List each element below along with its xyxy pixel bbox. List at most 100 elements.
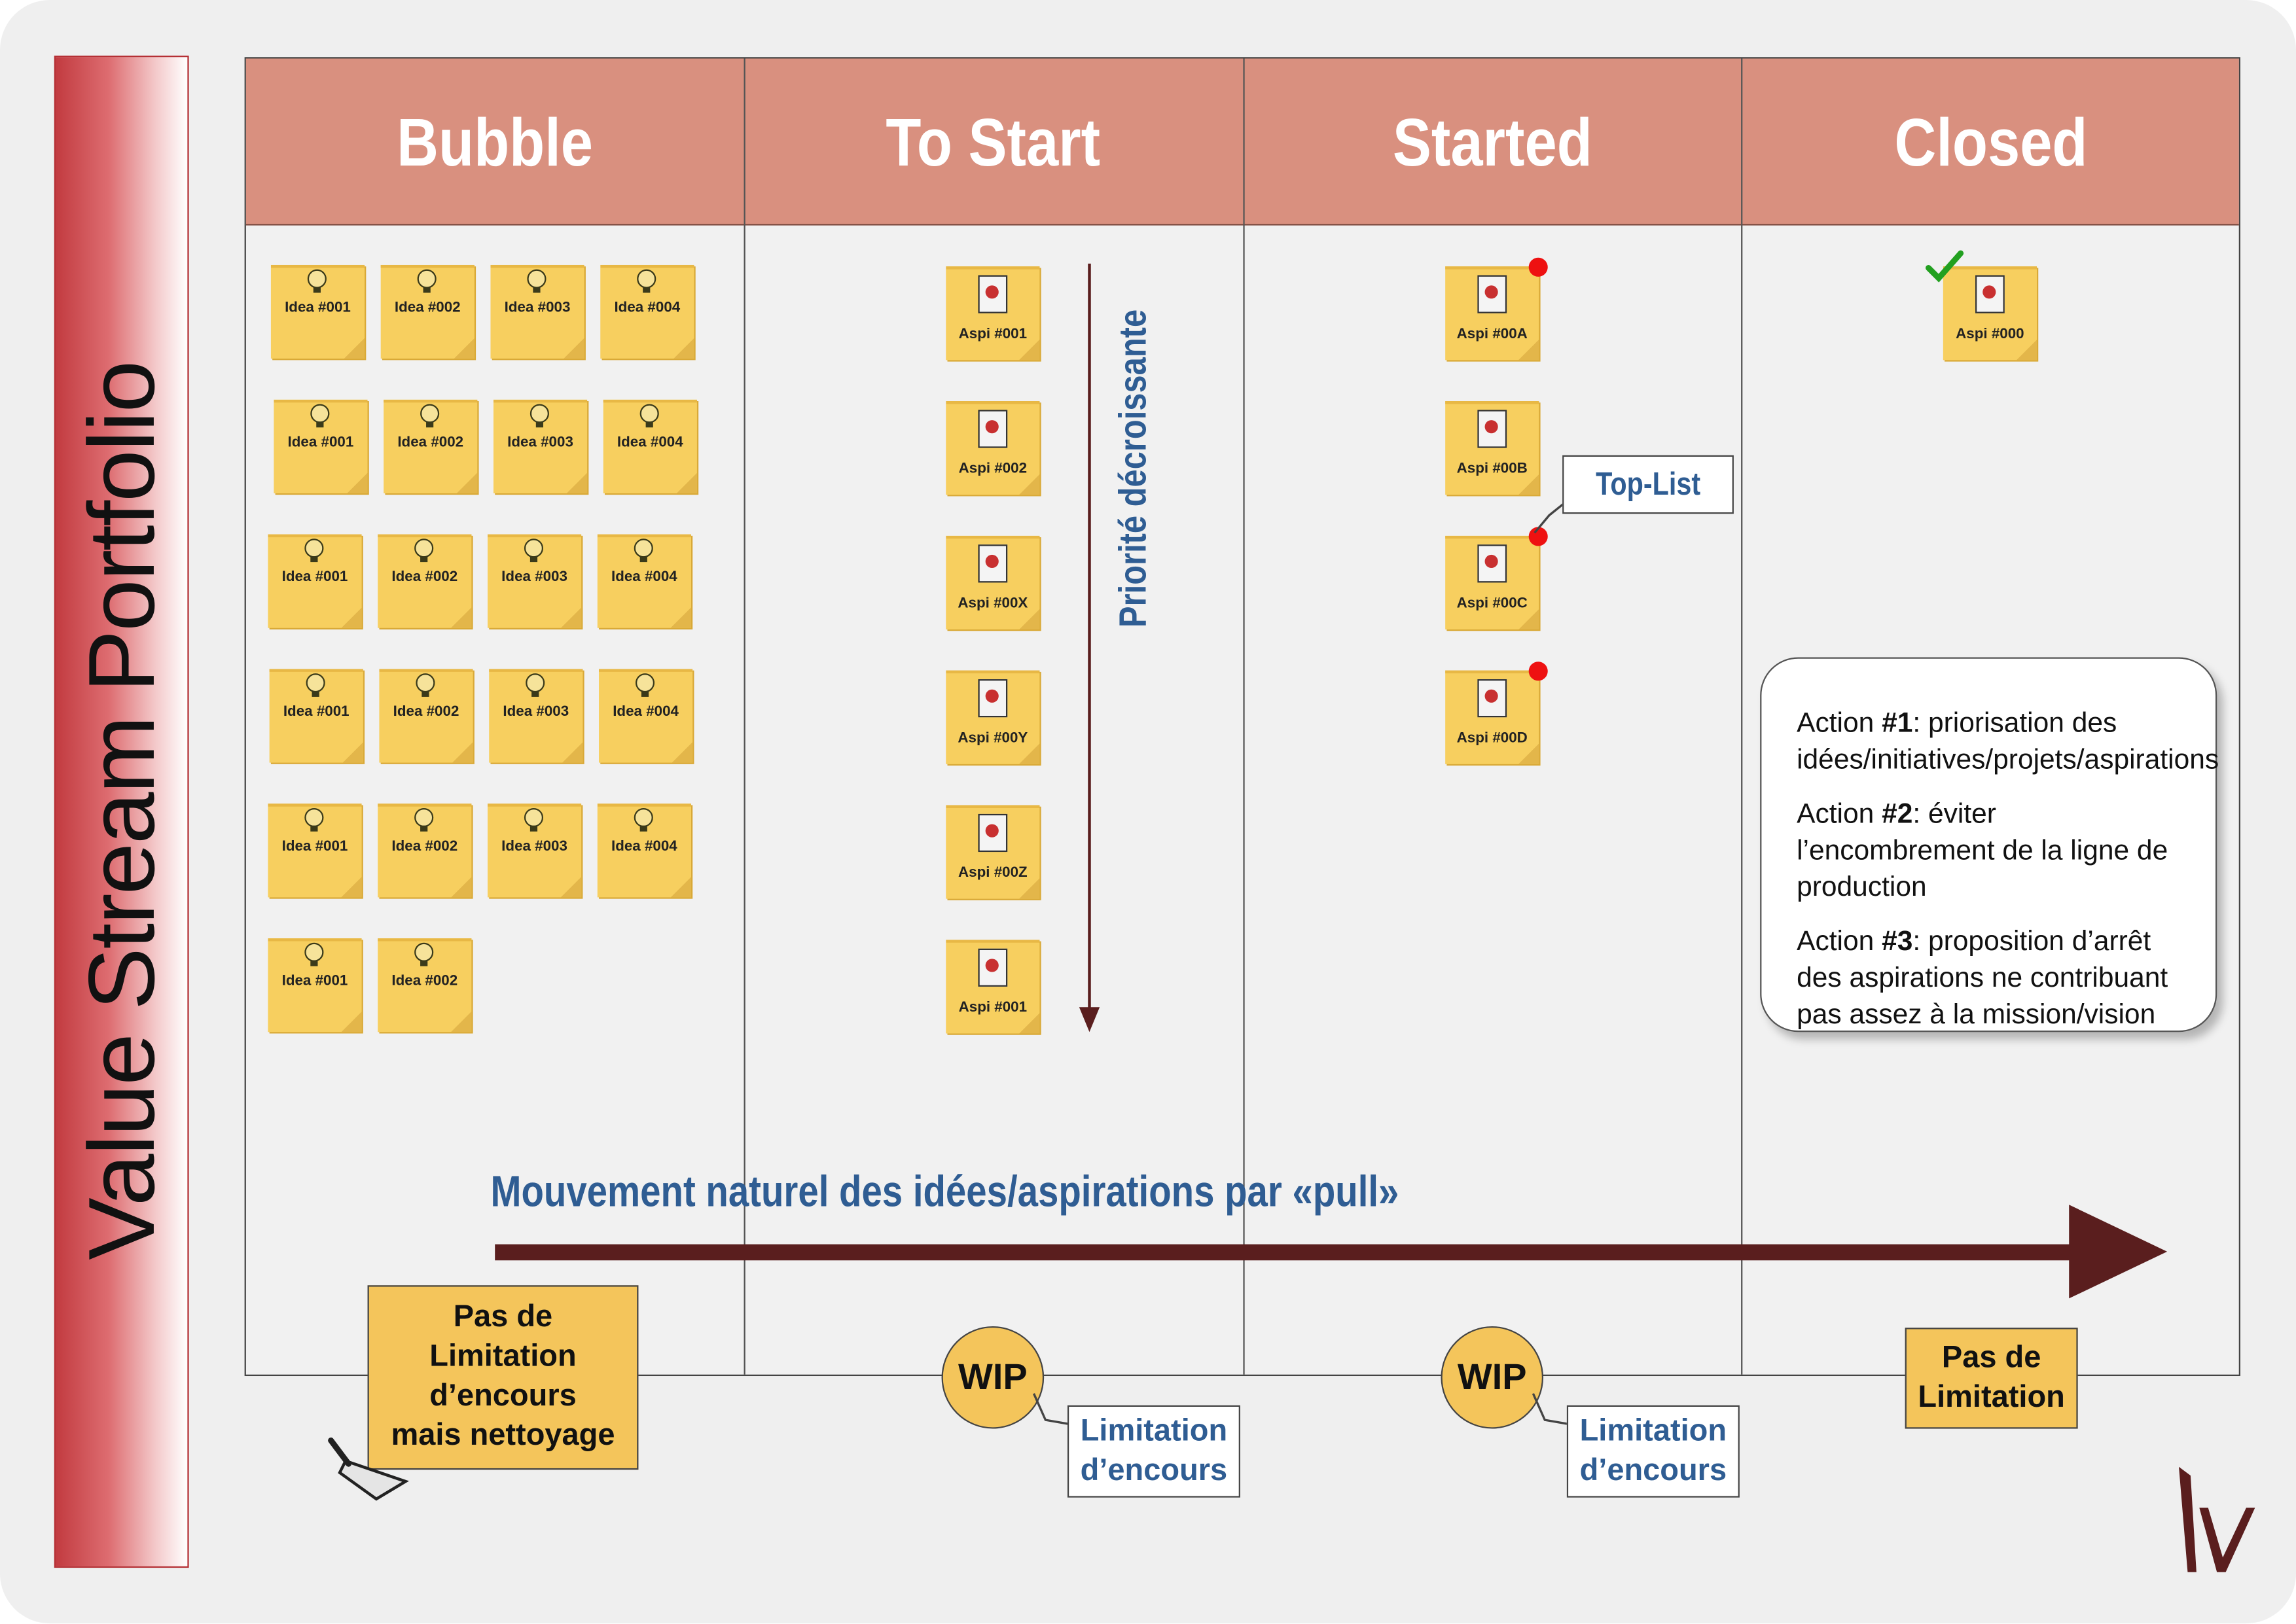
column-header-bubble: Bubble	[246, 58, 744, 224]
idea-note[interactable]: Idea #001	[268, 938, 362, 1033]
aspiration-note[interactable]: Aspi #00C	[1445, 535, 1539, 630]
note-label: Aspi #000	[1956, 326, 2024, 343]
column-divider	[1243, 58, 1245, 1375]
note-label: Aspi #00B	[1456, 461, 1528, 478]
note-label: Aspi #00D	[1456, 730, 1528, 747]
lightbulb-icon	[306, 673, 325, 697]
action-number: #2	[1882, 799, 1913, 830]
closed-limit-box: Pas de Limitation	[1905, 1328, 2078, 1429]
idea-note[interactable]: Idea #001	[268, 534, 362, 628]
toplist-pointer	[1534, 503, 1565, 534]
note-label: Idea #001	[287, 434, 354, 451]
lightbulb-icon	[639, 404, 659, 428]
aspiration-note[interactable]: Aspi #00B	[1445, 401, 1539, 495]
note-label: Aspi #001	[958, 1000, 1028, 1016]
column-title: Closed	[1893, 103, 2088, 180]
limit-line: Pas de	[453, 1300, 553, 1334]
idea-note[interactable]: Idea #002	[379, 669, 473, 763]
lightbulb-icon	[304, 538, 324, 563]
idea-note[interactable]: Idea #004	[603, 399, 697, 493]
action-text: : priorisation des idées/initiatives/pro…	[1797, 708, 2219, 776]
action-text: : éviter l’encombrement de la ligne de p…	[1797, 799, 2168, 904]
idea-note[interactable]: Idea #002	[378, 803, 472, 898]
aspiration-note[interactable]: Aspi #002	[946, 401, 1040, 495]
wip-note-started: Limitation d’encours	[1566, 1405, 1740, 1498]
wip-note-line: Limitation	[1080, 1414, 1228, 1449]
document-icon	[978, 948, 1008, 987]
note-label: Idea #002	[391, 838, 458, 855]
note-label: Idea #004	[613, 704, 679, 720]
idea-note[interactable]: Idea #003	[488, 534, 582, 628]
lightbulb-icon	[529, 404, 549, 428]
action-number: #3	[1882, 927, 1913, 958]
document-icon	[1477, 275, 1507, 313]
aspiration-note[interactable]: Aspi #00Y	[946, 670, 1040, 764]
note-label: Idea #002	[397, 434, 464, 451]
aspiration-note[interactable]: Aspi #00X	[946, 535, 1040, 630]
lightbulb-icon	[637, 269, 656, 293]
lightbulb-icon	[417, 269, 437, 293]
board-header	[245, 58, 2239, 226]
action-number: #1	[1882, 708, 1913, 739]
idea-note[interactable]: Idea #003	[488, 803, 582, 898]
action-item: Action #1: priorisation des idées/initia…	[1797, 705, 2219, 779]
note-label: Idea #003	[501, 838, 567, 855]
note-label: Aspi #002	[958, 461, 1028, 478]
document-icon	[1477, 679, 1507, 718]
note-label: Idea #003	[503, 704, 569, 720]
aspiration-note[interactable]: Aspi #001	[946, 266, 1040, 361]
action-prefix: Action	[1797, 927, 1882, 958]
action-text: : proposition d’arrêt des aspirations ne…	[1797, 927, 2168, 1031]
wip-note-line: d’encours	[1579, 1453, 1727, 1487]
idea-note[interactable]: Idea #002	[384, 399, 478, 493]
idea-note[interactable]: Idea #003	[489, 669, 583, 763]
note-label: Idea #004	[611, 838, 677, 855]
aspiration-note[interactable]: Aspi #00D	[1445, 670, 1539, 764]
column-title: Bubble	[397, 103, 594, 180]
aspiration-note[interactable]: Aspi #001	[946, 940, 1040, 1034]
note-label: Aspi #00C	[1456, 595, 1528, 612]
lightbulb-icon	[304, 807, 324, 832]
idea-note[interactable]: Idea #004	[599, 669, 693, 763]
idea-note[interactable]: Idea #001	[269, 669, 363, 763]
note-label: Aspi #00A	[1456, 326, 1528, 343]
toplist-text: Top-List	[1596, 466, 1701, 503]
priority-label: Priorité décroissante	[1111, 279, 1156, 658]
idea-note[interactable]: Idea #001	[274, 399, 368, 493]
note-label: Idea #001	[281, 838, 348, 855]
wip-note-text: Limitation d’encours	[1081, 1413, 1228, 1490]
dustpan-icon	[328, 1437, 409, 1501]
document-icon	[978, 813, 1008, 853]
note-label: Idea #001	[281, 973, 348, 990]
document-icon	[978, 275, 1008, 313]
idea-note[interactable]: Idea #002	[378, 534, 472, 628]
limit-line: Pas de	[1941, 1340, 2041, 1374]
aspiration-note[interactable]: Aspi #000	[1943, 266, 2037, 361]
idea-note[interactable]: Idea #004	[597, 534, 691, 628]
note-label: Aspi #00Z	[958, 865, 1028, 881]
document-icon	[1477, 410, 1507, 448]
note-label: Idea #001	[285, 300, 351, 317]
idea-note[interactable]: Idea #001	[268, 803, 362, 898]
idea-note[interactable]: Idea #003	[490, 264, 584, 359]
lightbulb-icon	[524, 538, 544, 563]
idea-note[interactable]: Idea #004	[597, 803, 691, 898]
limit-line: mais nettoyage	[391, 1418, 615, 1453]
portfolio-title: Value Stream Portfolio	[69, 362, 175, 1260]
lightbulb-icon	[527, 269, 547, 293]
title-band	[54, 56, 189, 1568]
limit-line: Limitation	[429, 1339, 577, 1373]
column-title: Started	[1392, 103, 1592, 180]
idea-note[interactable]: Idea #002	[378, 938, 472, 1033]
idea-note[interactable]: Idea #002	[380, 264, 475, 359]
document-icon	[978, 410, 1008, 448]
lightbulb-icon	[526, 673, 545, 697]
idea-note[interactable]: Idea #001	[270, 264, 365, 359]
idea-note[interactable]: Idea #003	[493, 399, 588, 493]
aspiration-note[interactable]: Aspi #00Z	[946, 805, 1040, 899]
aspiration-note[interactable]: Aspi #00A	[1445, 266, 1539, 361]
priority-arrow-icon	[1079, 263, 1100, 1033]
idea-note[interactable]: Idea #004	[600, 264, 694, 359]
note-label: Aspi #00X	[958, 595, 1028, 612]
lightbulb-icon	[414, 942, 434, 966]
